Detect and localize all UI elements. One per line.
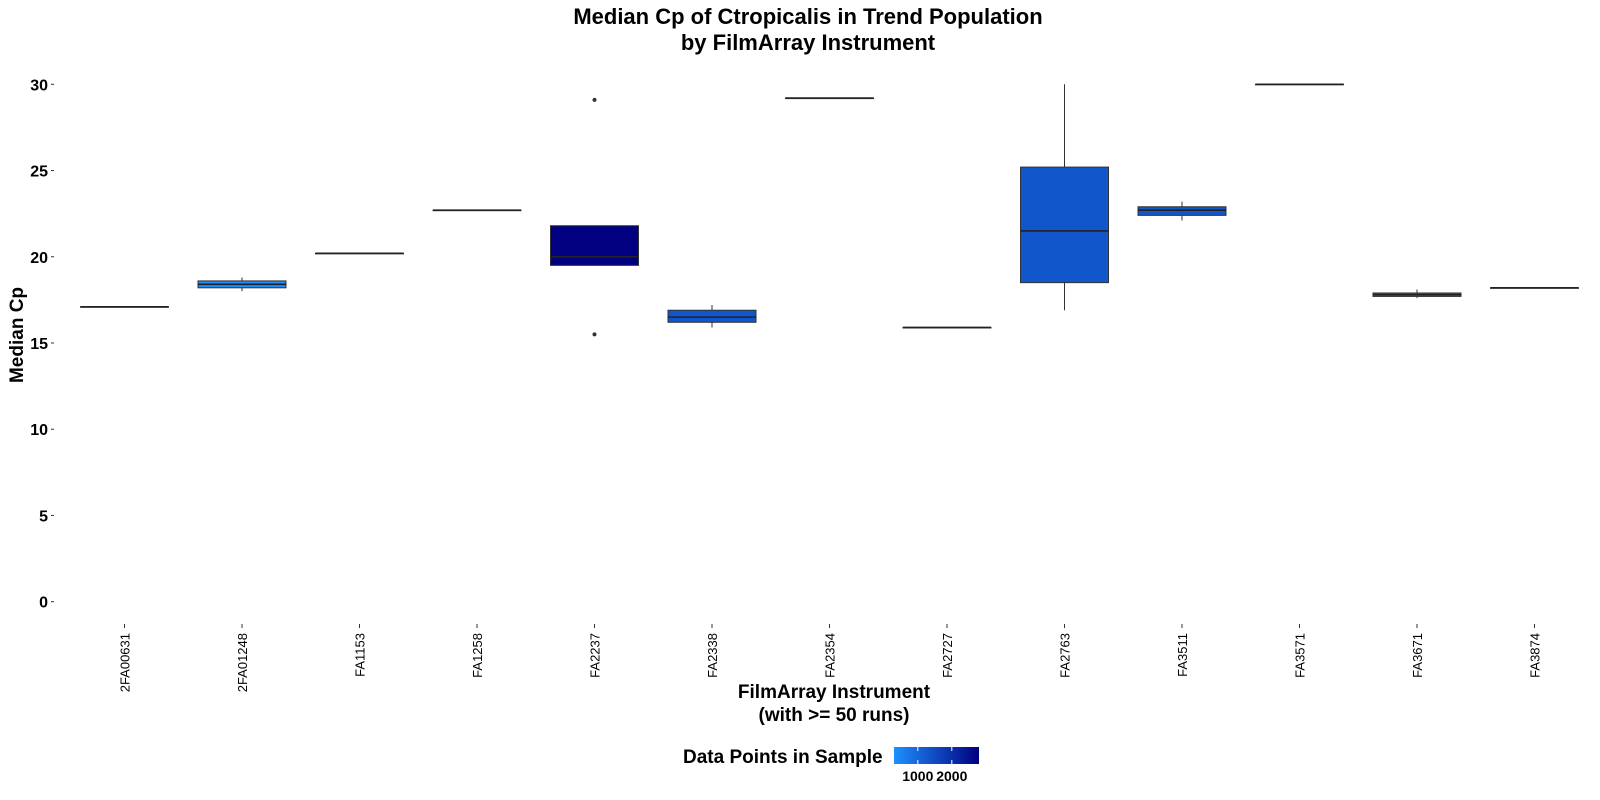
x-tick-label: 2FA01248 bbox=[235, 633, 250, 692]
boxes bbox=[80, 83, 1579, 337]
box-iqr bbox=[550, 225, 639, 266]
x-tick-label: FA2727 bbox=[940, 633, 955, 678]
box-FA2763 bbox=[1020, 84, 1109, 311]
x-tick-label: FA2354 bbox=[823, 633, 838, 678]
x-tick-label: FA3671 bbox=[1410, 633, 1425, 678]
y-axis-title: Median Cp bbox=[7, 287, 28, 383]
box-2FA01248 bbox=[197, 277, 287, 292]
box-FA3874 bbox=[1490, 287, 1579, 289]
y-axis: 0 5 10 15 20 25 30 bbox=[30, 77, 54, 612]
x-tick-label: 2FA00631 bbox=[118, 633, 133, 692]
y-tick-label: 25 bbox=[30, 164, 48, 181]
x-axis-title-line1: FilmArray Instrument bbox=[738, 682, 931, 703]
y-tick-label: 5 bbox=[39, 508, 48, 525]
x-axis-title-line2: (with >= 50 runs) bbox=[759, 705, 910, 726]
box-FA3511 bbox=[1137, 201, 1227, 221]
x-tick-label: FA2338 bbox=[705, 633, 720, 678]
box-FA1153 bbox=[315, 252, 404, 255]
box-outlier bbox=[592, 97, 597, 102]
legend-ticks: 1000 2000 bbox=[902, 747, 968, 784]
y-tick-label: 0 bbox=[39, 595, 48, 612]
x-tick-label: FA3511 bbox=[1175, 633, 1190, 677]
box-FA3571 bbox=[1255, 83, 1344, 86]
x-tick-label: FA2237 bbox=[588, 633, 603, 678]
legend: Data Points in Sample 1000 2000 bbox=[683, 747, 979, 784]
box-iqr bbox=[1020, 166, 1109, 284]
legend-colorbar bbox=[894, 747, 979, 764]
x-tick-label: FA2763 bbox=[1058, 633, 1073, 678]
x-tick-label: FA3874 bbox=[1528, 633, 1543, 678]
x-tick-label: FA1258 bbox=[470, 633, 485, 678]
box-iqr bbox=[667, 309, 757, 323]
plot-area: 0 5 10 15 20 25 30 2FA00631 2FA01248 FA1153 FA125… bbox=[30, 77, 1579, 692]
y-tick-label: 20 bbox=[30, 250, 48, 267]
chart-title-line2: by FilmArray Instrument bbox=[681, 30, 936, 55]
x-tick-label: FA3571 bbox=[1293, 633, 1308, 678]
box-FA2237 bbox=[550, 97, 639, 337]
chart-title-line1: Median Cp of Ctropicalis in Trend Popula… bbox=[573, 4, 1042, 29]
legend-tick-label: 2000 bbox=[936, 768, 967, 784]
y-tick-label: 15 bbox=[30, 336, 48, 353]
y-tick-label: 10 bbox=[30, 422, 48, 439]
legend-tick-label: 1000 bbox=[902, 768, 933, 784]
box-2FA00631 bbox=[80, 305, 169, 308]
x-axis: 2FA00631 2FA01248 FA1153 FA1258 FA2237 FA2338… bbox=[118, 624, 1543, 692]
box-FA3671 bbox=[1372, 289, 1462, 299]
box-FA2338 bbox=[667, 305, 757, 328]
box-outlier bbox=[592, 332, 597, 337]
x-tick-label: FA1153 bbox=[353, 633, 368, 677]
box-FA2727 bbox=[902, 326, 992, 329]
box-iqr bbox=[1137, 206, 1227, 216]
box-FA2354 bbox=[785, 97, 874, 100]
legend-title: Data Points in Sample bbox=[683, 747, 883, 768]
box-FA1258 bbox=[432, 209, 522, 212]
y-tick-label: 30 bbox=[30, 77, 48, 94]
